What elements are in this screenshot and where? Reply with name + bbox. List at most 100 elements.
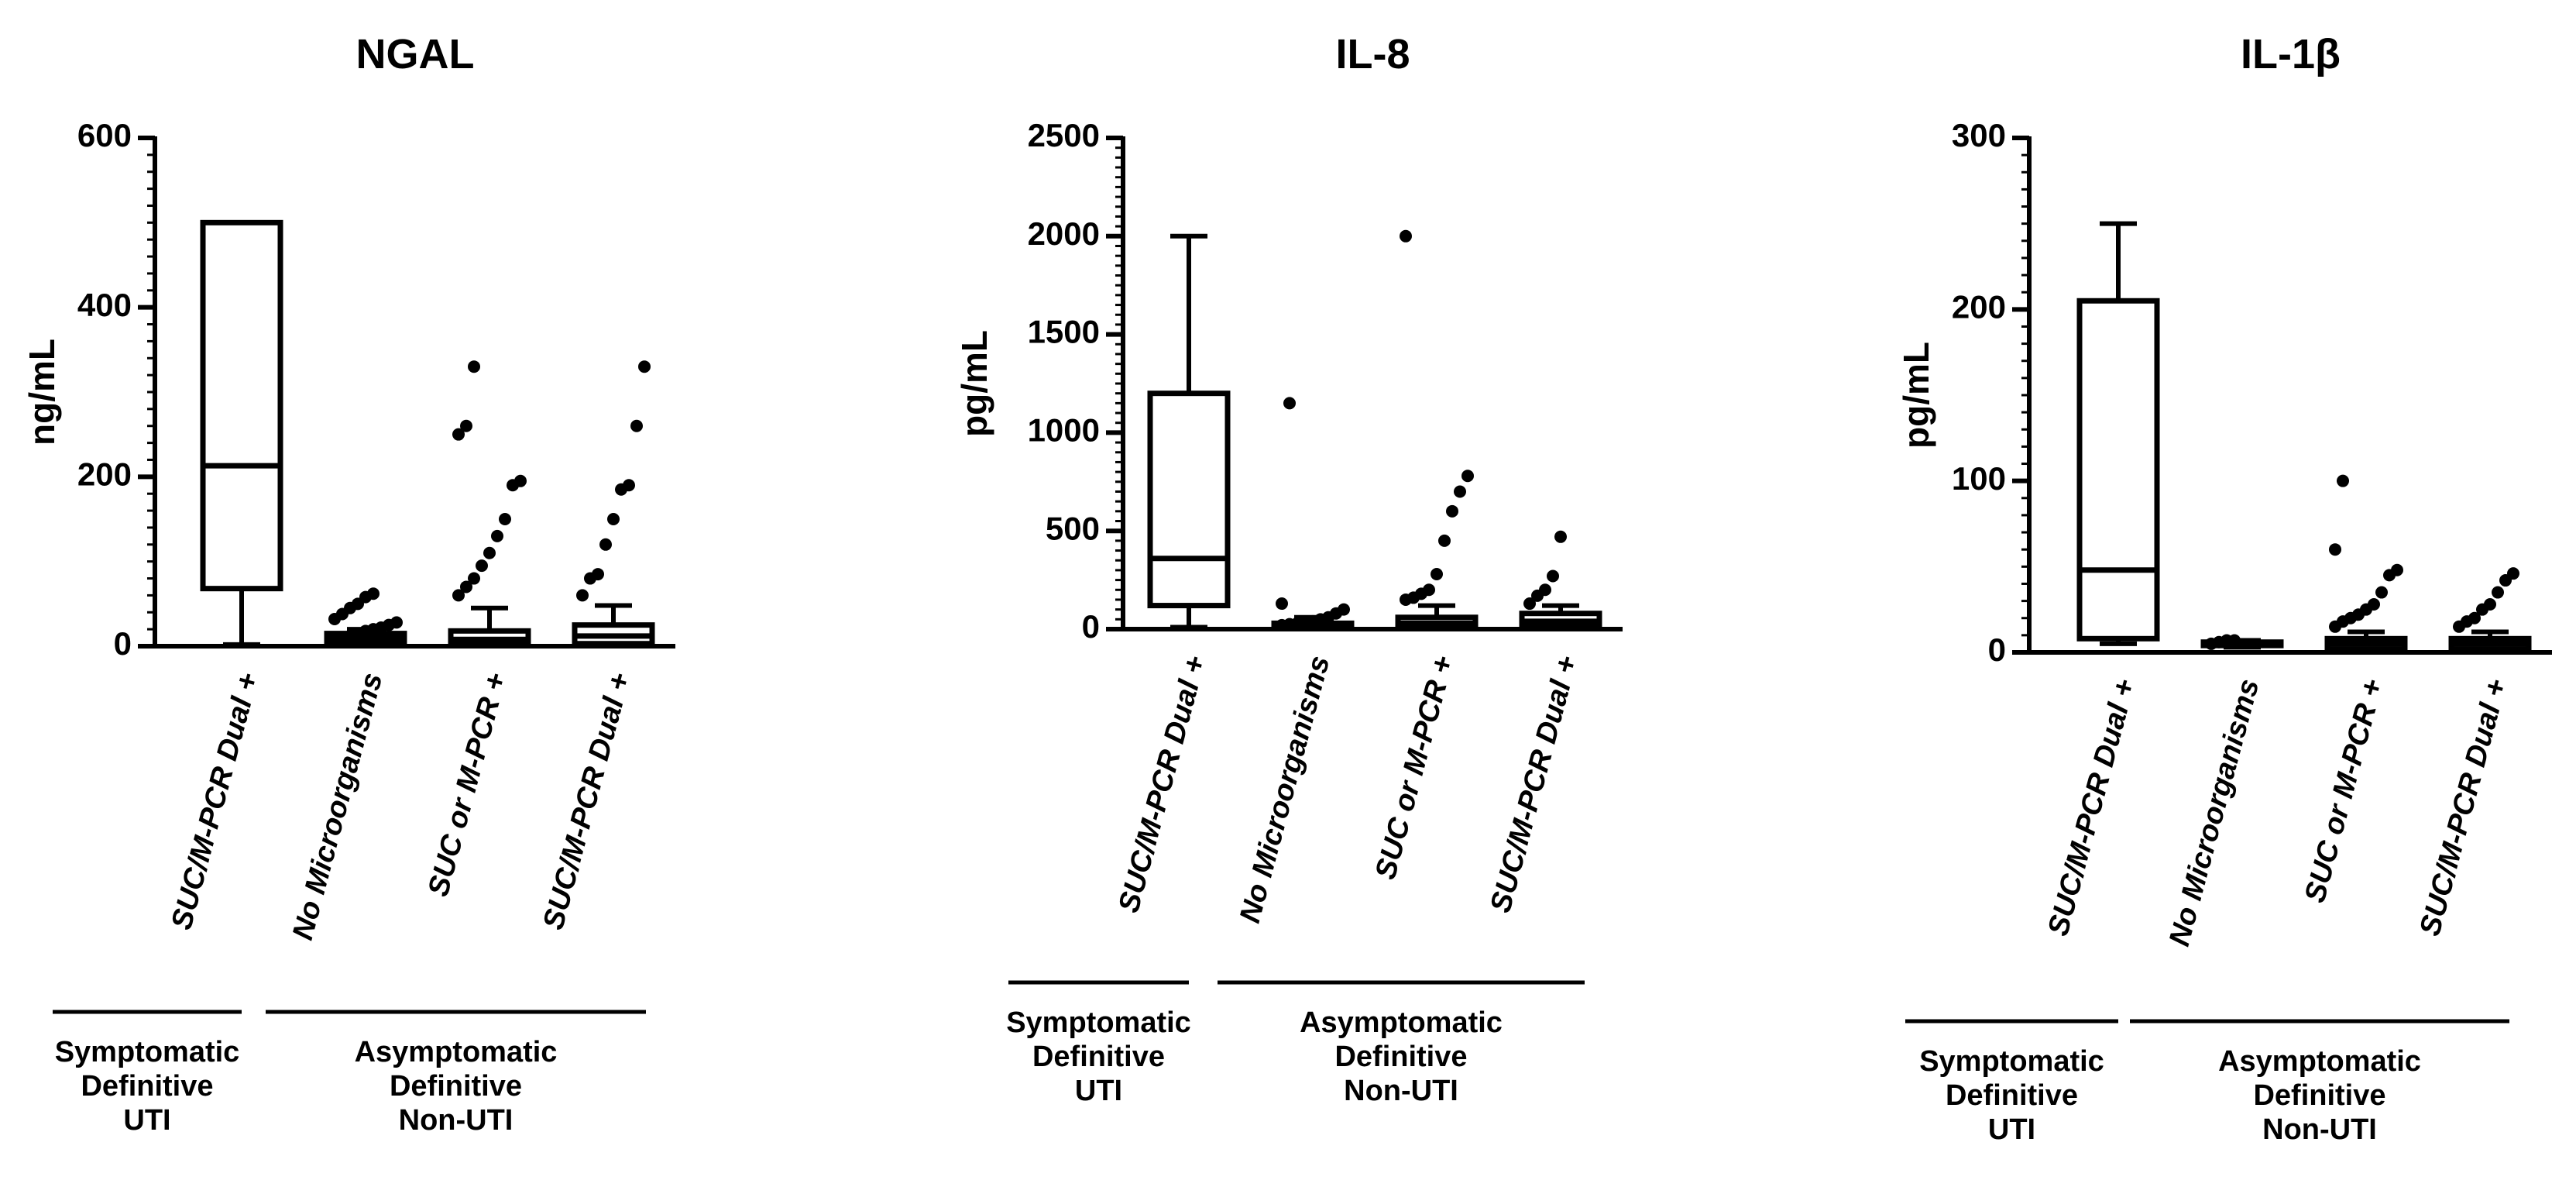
y-tick-label: 2000 xyxy=(1028,215,1100,252)
outlier-point xyxy=(499,513,511,525)
outlier-point xyxy=(1423,583,1435,597)
box-1 xyxy=(1147,233,1231,630)
y-tick-label: 200 xyxy=(77,456,132,492)
chart-title: IL-1β xyxy=(2241,31,2341,77)
group-label: Asymptomatic Definitive Non-UTI xyxy=(355,1036,558,1137)
group-label: Symptomatic Definitive UTI xyxy=(55,1036,240,1137)
outlier-point xyxy=(607,513,620,525)
y-tick-label: 500 xyxy=(1046,510,1100,546)
group-label-line: Definitive xyxy=(2253,1079,2385,1112)
group-label-line: Symptomatic xyxy=(1006,1006,1191,1039)
category-label: SUC or M-PCR + xyxy=(422,669,513,900)
y-tick-label: 400 xyxy=(77,287,132,323)
y-axis-label: ng/mL xyxy=(22,339,62,446)
outlier-point xyxy=(390,616,403,629)
category-label: No Microorganisms xyxy=(1234,652,1336,927)
category-label: SUC/M-PCR Dual + xyxy=(1113,652,1213,916)
outlier-point xyxy=(623,479,635,492)
outlier-point xyxy=(476,559,488,573)
y-tick-label: 300 xyxy=(1952,117,2006,153)
outlier-point xyxy=(514,474,527,487)
group-label-line: UTI xyxy=(1988,1113,2035,1146)
outlier-point xyxy=(599,538,612,551)
outlier-point xyxy=(460,580,472,594)
group-label-line: Definitive xyxy=(1032,1041,1165,1073)
outlier-point xyxy=(1454,485,1466,498)
box-3 xyxy=(448,360,531,649)
group-label-line: UTI xyxy=(123,1104,170,1137)
outlier-point xyxy=(592,568,604,581)
category-label: No Microorganisms xyxy=(2163,676,2265,950)
outlier-point xyxy=(367,587,380,600)
box-2 xyxy=(1271,397,1355,631)
y-tick-label: 2500 xyxy=(1028,117,1100,153)
outlier-point xyxy=(468,572,480,585)
outlier-point xyxy=(1523,597,1536,611)
group-label: Symptomatic Definitive UTI xyxy=(1006,1006,1191,1107)
outlier-point xyxy=(468,360,480,373)
y-tick-label: 200 xyxy=(1952,288,2006,325)
outlier-point xyxy=(630,419,643,432)
group-label-line: Asymptomatic xyxy=(355,1036,558,1068)
outlier-point xyxy=(1446,504,1458,518)
y-tick-label: 600 xyxy=(77,117,132,153)
outlier-point xyxy=(2228,634,2241,647)
category-label: SUC/M-PCR Dual + xyxy=(1485,652,1585,916)
group-label-line: Definitive xyxy=(1946,1079,2078,1112)
category-label: SUC/M-PCR Dual + xyxy=(538,669,637,933)
outlier-point xyxy=(452,589,465,602)
outlier-point xyxy=(2375,586,2388,599)
group-label-line: Non-UTI xyxy=(1344,1075,1458,1107)
category-label: SUC/M-PCR Dual + xyxy=(2414,676,2514,939)
y-tick-label: 100 xyxy=(1952,460,2006,497)
group-label-line: UTI xyxy=(1075,1075,1122,1107)
outlier-point xyxy=(2468,611,2481,624)
outlier-point xyxy=(1461,470,1474,483)
chart-title: IL-8 xyxy=(1335,31,1410,77)
y-tick-label: 0 xyxy=(1988,631,2006,668)
outlier-point xyxy=(460,419,472,432)
group-label-line: Asymptomatic xyxy=(2218,1045,2421,1078)
outlier-point xyxy=(576,589,589,602)
outlier-point xyxy=(1438,534,1451,547)
y-tick-label: 0 xyxy=(1082,608,1100,645)
outlier-point xyxy=(1338,603,1350,616)
chart-title: NGAL xyxy=(356,31,475,77)
category-label: SUC or M-PCR + xyxy=(1369,652,1460,883)
y-tick-label: 1500 xyxy=(1028,314,1100,350)
box-iqr xyxy=(200,219,283,592)
y-axis-label: pg/mL xyxy=(954,330,994,437)
outlier-point xyxy=(1283,397,1296,410)
group-label-line: Definitive xyxy=(81,1070,213,1103)
outlier-point xyxy=(1554,530,1567,543)
y-tick-label: 1000 xyxy=(1028,411,1100,448)
chart-panel-2: IL-8 pg/mL 0 500 1000 1500 2000 2500 SUC/M-PCR D… xyxy=(954,31,1623,1107)
outlier-point xyxy=(1431,567,1443,580)
category-label: SUC/M-PCR Dual + xyxy=(2042,676,2142,939)
outlier-point xyxy=(452,428,465,441)
y-axis-label: pg/mL xyxy=(1896,342,1936,449)
outlier-point xyxy=(483,546,496,559)
group-label-line: Symptomatic xyxy=(55,1036,240,1068)
category-label: SUC or M-PCR + xyxy=(2299,676,2389,906)
box-3 xyxy=(1395,229,1479,631)
group-label: Asymptomatic Definitive Non-UTI xyxy=(2218,1045,2421,1146)
box-1 xyxy=(2076,221,2160,646)
group-label: Symptomatic Definitive UTI xyxy=(1919,1045,2104,1146)
outlier-point xyxy=(2337,474,2349,487)
box-1 xyxy=(200,219,283,647)
group-label-line: Asymptomatic xyxy=(1300,1006,1503,1039)
box-4 xyxy=(2448,567,2532,655)
outlier-point xyxy=(638,360,651,373)
group-label-line: Non-UTI xyxy=(2262,1113,2377,1146)
outlier-point xyxy=(2391,563,2403,576)
group-label-line: Definitive xyxy=(390,1070,522,1103)
group-label-line: Definitive xyxy=(1334,1041,1467,1073)
outlier-point xyxy=(2507,567,2519,580)
box-2 xyxy=(324,587,407,647)
box-iqr xyxy=(2076,298,2160,642)
outlier-point xyxy=(1400,229,1412,243)
outlier-point xyxy=(1547,569,1559,583)
